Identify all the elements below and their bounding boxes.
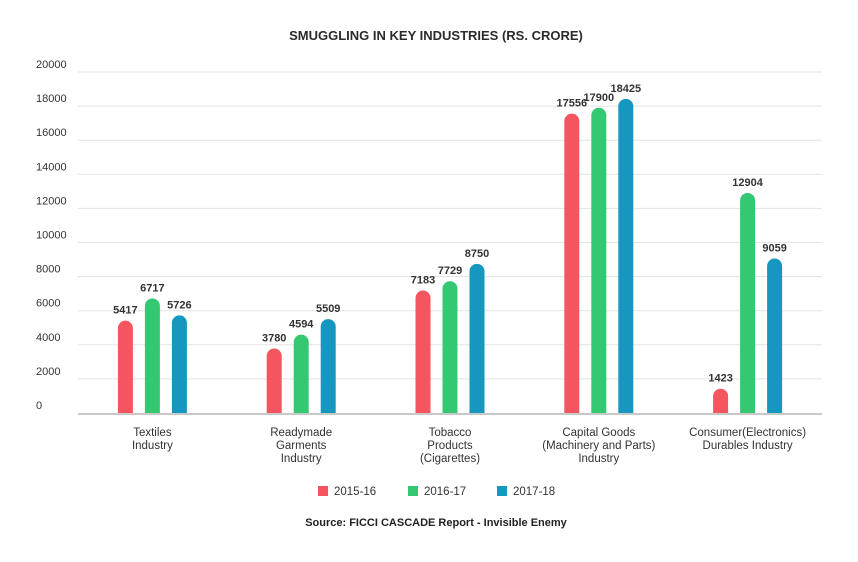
legend-swatch-2015-16 [318, 486, 328, 496]
bar-2015-16 [415, 290, 431, 413]
legend-swatch-2016-17 [408, 486, 418, 496]
category-labels: TextilesIndustryReadymadeGarmentsIndustr… [132, 427, 806, 465]
category-label: Capital Goods [562, 427, 635, 439]
y-tick-label: 2000 [36, 366, 60, 378]
y-tick-label: 0 [36, 400, 42, 412]
data-label: 7729 [438, 265, 462, 277]
bar-2016-17 [740, 192, 756, 413]
y-axis-ticks: 0 2000 4000 6000 8000 10000 12000 14000 16000 180… [36, 59, 67, 412]
data-label: 9059 [762, 243, 786, 255]
data-label: 8750 [465, 248, 489, 260]
category-label: Industry [578, 453, 619, 465]
category-label: Industry [132, 440, 173, 452]
bar-2016-17 [144, 298, 160, 413]
bar-2017-18 [618, 98, 634, 413]
legend-label: 2016-17 [424, 486, 466, 498]
legend-label: 2017-18 [513, 486, 555, 498]
data-label: 6717 [140, 282, 164, 294]
data-label: 18425 [611, 83, 642, 95]
category-label: Tobacco [429, 427, 472, 439]
category-label: Textiles [133, 427, 172, 439]
bar-2015-16 [564, 113, 580, 414]
data-label: 17900 [584, 92, 615, 104]
data-label: 1423 [708, 373, 732, 385]
y-tick-label: 12000 [36, 195, 67, 207]
bar-2015-16 [117, 320, 133, 413]
bar-2017-18 [171, 315, 187, 413]
category-label: Consumer(Electronics) [689, 427, 806, 439]
legend-swatch-2017-18 [497, 486, 507, 496]
category-label: Products [427, 440, 473, 452]
bar-2017-18 [767, 258, 783, 413]
data-label: 5417 [113, 305, 137, 317]
data-label: 4594 [289, 319, 314, 331]
y-tick-label: 8000 [36, 264, 60, 276]
y-tick-label: 6000 [36, 298, 60, 310]
bar-2017-18 [469, 263, 485, 413]
category-label: Durables Industry [703, 440, 793, 452]
category-label: Readymade [270, 427, 332, 439]
category-label: Garments [276, 440, 327, 452]
data-label: 12904 [732, 177, 763, 189]
legend-label: 2015-16 [334, 486, 376, 498]
source-note: Source: FICCI CASCADE Report - Invisible… [305, 517, 567, 529]
y-tick-label: 14000 [36, 161, 67, 173]
data-label: 7183 [411, 275, 435, 287]
grid [78, 71, 822, 380]
y-tick-label: 4000 [36, 332, 60, 344]
data-label: 5509 [316, 303, 340, 315]
bar-2017-18 [320, 319, 336, 413]
data-label: 17556 [557, 98, 588, 110]
bar-2015-16 [713, 388, 729, 413]
category-label: (Machinery and Parts) [542, 440, 655, 452]
bar-2015-16 [266, 348, 282, 413]
data-label: 5726 [167, 299, 191, 311]
y-tick-label: 18000 [36, 93, 67, 105]
data-label: 3780 [262, 333, 286, 345]
y-tick-label: 20000 [36, 59, 67, 71]
y-tick-label: 16000 [36, 127, 67, 139]
category-label: (Cigarettes) [420, 453, 480, 465]
bar-2016-17 [293, 334, 309, 413]
y-tick-label: 10000 [36, 230, 67, 242]
legend: 2015-16 2016-17 2017-18 [318, 486, 555, 498]
category-label: Industry [281, 453, 322, 465]
bar-2016-17 [591, 107, 607, 414]
chart-title: SMUGGLING IN KEY INDUSTRIES (RS. CRORE) [289, 28, 583, 43]
bar-2016-17 [442, 281, 458, 413]
